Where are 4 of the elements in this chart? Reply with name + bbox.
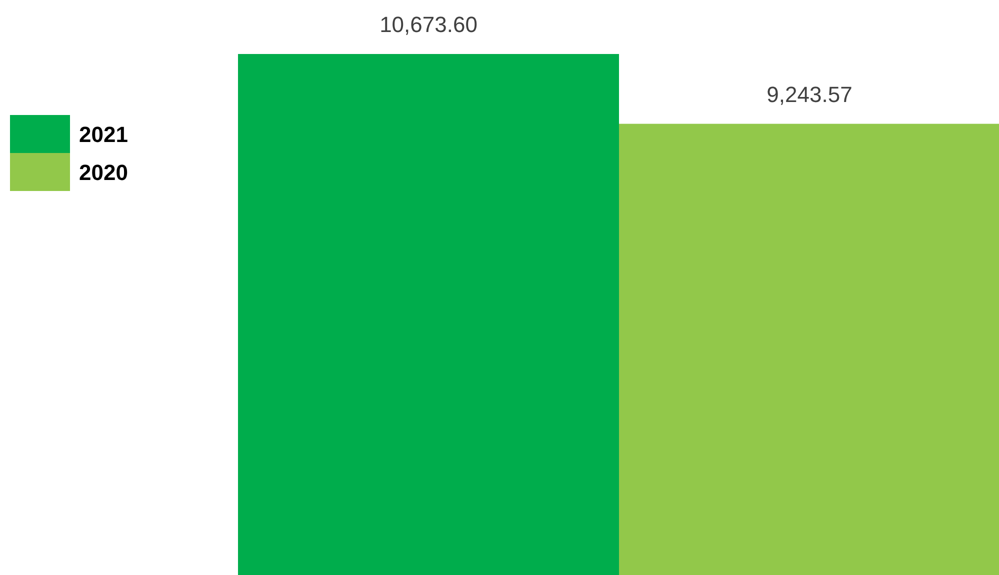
legend-label: 2020 xyxy=(79,160,128,185)
data-label: 9,243.57 xyxy=(766,82,852,107)
data-label: 10,673.60 xyxy=(380,12,478,37)
legend-label: 2021 xyxy=(79,122,128,147)
